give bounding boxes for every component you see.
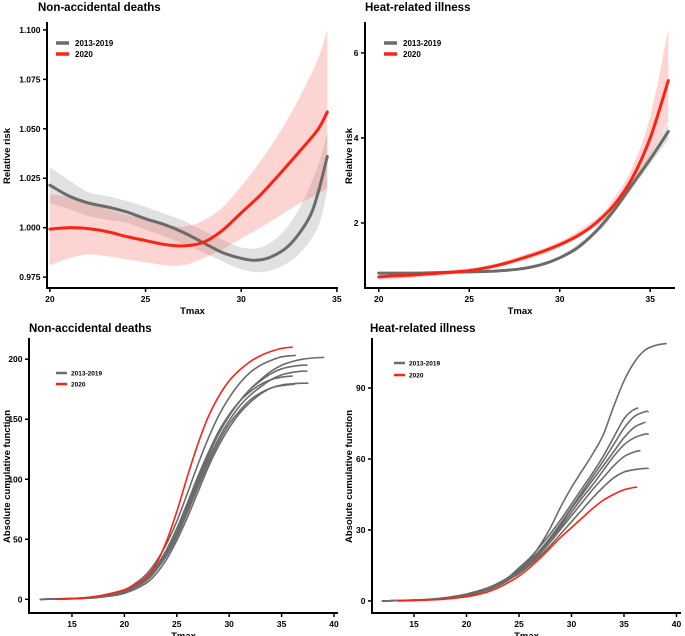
x-tick-label: 40 (329, 619, 339, 629)
y-tick-label: 1.075 (19, 74, 41, 84)
x-tick-label: 25 (141, 294, 151, 304)
y-tick-label: 30 (356, 525, 366, 535)
2013-2019-line (39, 364, 308, 601)
panel-title: Non-accidental deaths (38, 2, 161, 14)
x-tick-label: 35 (332, 294, 342, 304)
y-tick-label: 0 (361, 596, 366, 606)
y-axis-title: Relative risk (344, 127, 355, 184)
x-tick-label: 20 (45, 294, 55, 304)
x-tick-label: 25 (465, 294, 475, 304)
x-tick-label: 25 (514, 619, 524, 629)
2013-2019-line (377, 130, 670, 275)
plot-area (48, 29, 329, 273)
y-tick-label: 60 (356, 454, 366, 464)
x-axis-title: Tmax (514, 631, 540, 636)
y-axis-title: Absolute cumulative function (2, 410, 13, 543)
axes: 20 25 30 35 0.975 1.000 1.025 1.050 1.075 1.100 (19, 22, 342, 304)
panel-heat-illness-cumulative: Heat-related illness 15 20 25 30 35 40 0 30 60 90… (342, 318, 685, 636)
2013-2019-line (39, 370, 308, 601)
panel-title: Heat-related illness (365, 2, 471, 14)
legend: 2013-2019 2020 (384, 39, 442, 59)
axes: 20 25 30 35 2 4 6 (354, 22, 675, 304)
chart-nonaccidental-relative-risk: 20 25 30 35 0.975 1.000 1.025 1.050 1.075 1.100 Tm… (2, 22, 342, 317)
axes: 15 20 25 30 35 40 0 30 60 90 (356, 338, 681, 629)
y-tick-label: 0 (18, 594, 23, 604)
y-tick-label: 150 (8, 414, 22, 424)
y-tick-label: 90 (356, 383, 366, 393)
y-tick-label: 2 (354, 218, 359, 228)
legend: 2013-2019 2020 (394, 360, 440, 379)
legend-label: 2013-2019 (409, 360, 440, 367)
legend-label: 2020 (403, 50, 421, 59)
legend-label: 2013-2019 (75, 39, 114, 48)
x-tick-label: 20 (374, 294, 384, 304)
plot-area (377, 29, 670, 280)
x-tick-label: 15 (67, 619, 77, 629)
legend-label: 2013-2019 (403, 39, 442, 48)
2020-confidence-band (49, 29, 328, 266)
x-tick-label: 30 (567, 619, 577, 629)
plot-area (39, 346, 325, 601)
chart-nonaccidental-cumulative: 15 20 25 30 35 40 0 50 100 150 200 Tmax Absolute cum… (2, 338, 339, 636)
axes: 15 20 25 30 35 40 0 50 100 150 200 (8, 338, 339, 629)
legend-label: 2013-2019 (71, 370, 102, 377)
y-tick-label: 1.100 (19, 25, 41, 35)
panel-title: Non-accidental deaths (29, 323, 152, 335)
x-tick-label: 30 (555, 294, 565, 304)
x-axis-title: Tmax (508, 306, 534, 317)
y-tick-label: 1.025 (19, 173, 41, 183)
2013-2019-line (39, 383, 295, 601)
y-tick-label: 6 (354, 48, 359, 58)
2013-2019-line (381, 421, 646, 602)
x-tick-label: 35 (645, 294, 655, 304)
x-tick-label: 15 (409, 619, 419, 629)
panel-heat-illness-relative-risk: Heat-related illness 20 25 30 35 2 4 6 Tmax Rela… (342, 0, 685, 318)
2020-line (377, 79, 670, 279)
y-tick-label: 0.975 (19, 272, 41, 282)
2013-2019-line (39, 356, 325, 601)
2020-line (48, 110, 329, 248)
legend-label: 2020 (71, 381, 86, 388)
legend-label: 2020 (409, 372, 424, 379)
panel-title: Heat-related illness (370, 323, 476, 335)
panel-nonaccidental-cumulative: Non-accidental deaths 15 20 25 30 35 40 0 50 100… (0, 318, 342, 636)
x-axis-title: Tmax (171, 631, 197, 636)
x-tick-label: 20 (120, 619, 130, 629)
x-tick-label: 40 (672, 619, 682, 629)
chart-heat-illness-relative-risk: 20 25 30 35 2 4 6 Tmax Relative risk 2013-2019 202… (344, 22, 675, 317)
2013-2019-line (39, 354, 297, 601)
y-tick-label: 100 (8, 474, 22, 484)
legend-label: 2020 (75, 50, 93, 59)
2020-line (55, 346, 293, 601)
2020-line (397, 486, 638, 602)
x-tick-label: 30 (236, 294, 246, 304)
plot-area (381, 342, 667, 602)
2013-2019-confidence-band (378, 123, 669, 275)
x-tick-label: 35 (277, 619, 287, 629)
2013-2019-line (39, 375, 293, 601)
x-axis-title: Tmax (180, 306, 206, 317)
2013-2019-line (381, 467, 649, 602)
panel-nonaccidental-relative-risk: Non-accidental deaths 20 25 30 35 0.975 1.000… (0, 0, 342, 318)
2013-2019-line (381, 407, 639, 602)
2020-confidence-band (378, 29, 669, 280)
y-axis-title: Absolute cumulative function (344, 410, 355, 543)
y-axis-title: Relative risk (2, 127, 13, 184)
x-tick-label: 35 (619, 619, 629, 629)
x-tick-label: 25 (172, 619, 182, 629)
y-tick-label: 4 (354, 133, 359, 143)
y-tick-label: 1.000 (19, 223, 41, 233)
x-tick-label: 30 (224, 619, 234, 629)
legend: 2013-2019 2020 (56, 370, 102, 388)
legend: 2013-2019 2020 (56, 39, 114, 59)
y-tick-label: 1.050 (19, 124, 41, 134)
y-tick-label: 200 (8, 354, 22, 364)
x-tick-label: 20 (462, 619, 472, 629)
y-tick-label: 50 (13, 534, 23, 544)
2013-2019-line (39, 382, 309, 601)
chart-heat-illness-cumulative: 15 20 25 30 35 40 0 30 60 90 Tmax Absolute cumulati… (344, 338, 681, 636)
